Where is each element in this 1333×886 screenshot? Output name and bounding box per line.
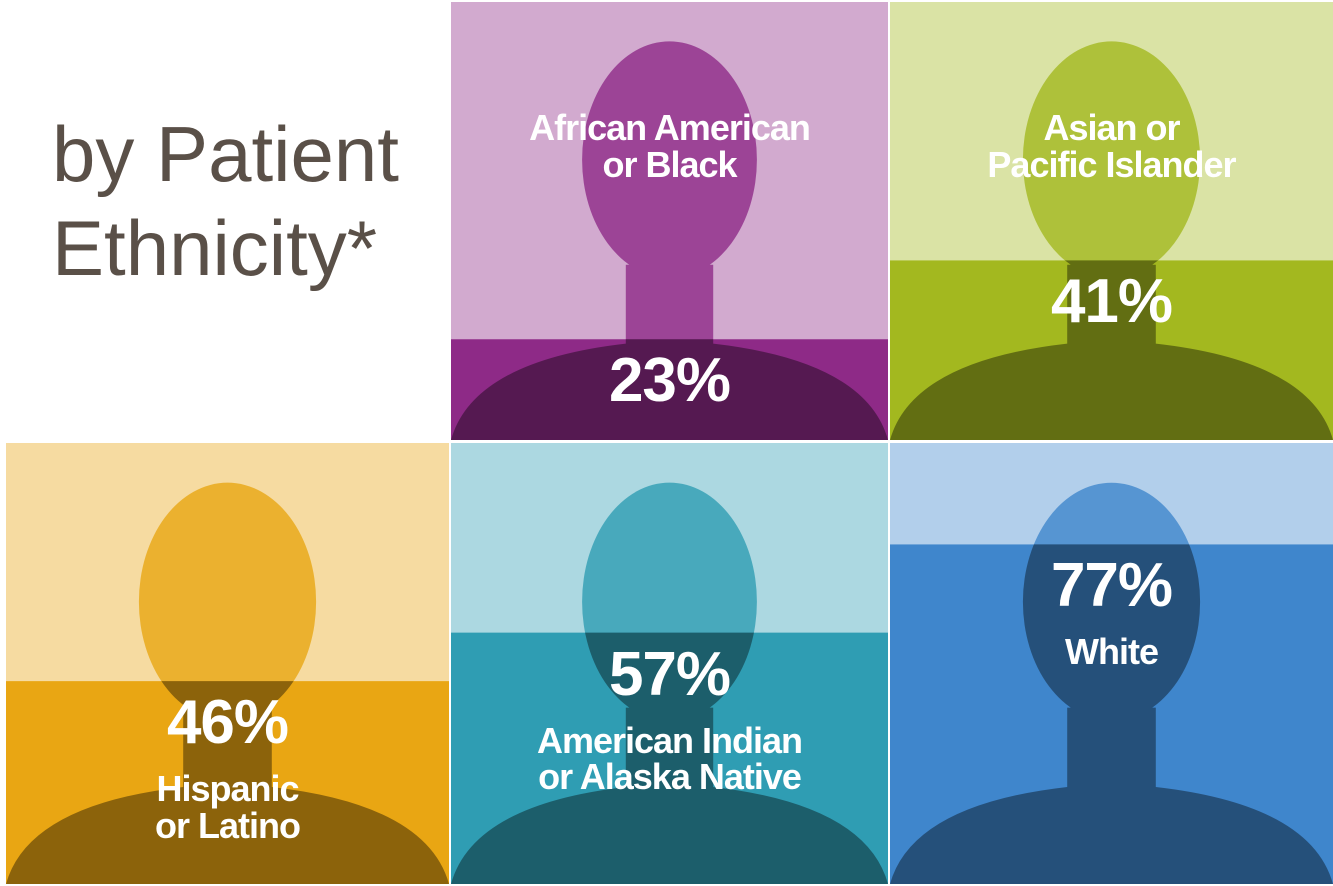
value-label: 41% bbox=[890, 270, 1333, 333]
category-label: American Indian or Alaska Native bbox=[500, 723, 840, 796]
chart-title: by Patient Ethnicity* bbox=[52, 108, 432, 295]
value-label: 23% bbox=[451, 349, 888, 412]
category-label: African American or Black bbox=[500, 110, 840, 183]
value-label: 77% bbox=[890, 554, 1333, 617]
category-label: Asian or Pacific Islander bbox=[962, 110, 1262, 183]
value-label: 57% bbox=[451, 643, 888, 706]
value-label: 46% bbox=[6, 691, 449, 754]
category-label: Hispanic or Latino bbox=[118, 771, 338, 844]
category-label: White bbox=[962, 634, 1262, 671]
infographic: by Patient Ethnicity* 23% African America… bbox=[0, 0, 1333, 886]
